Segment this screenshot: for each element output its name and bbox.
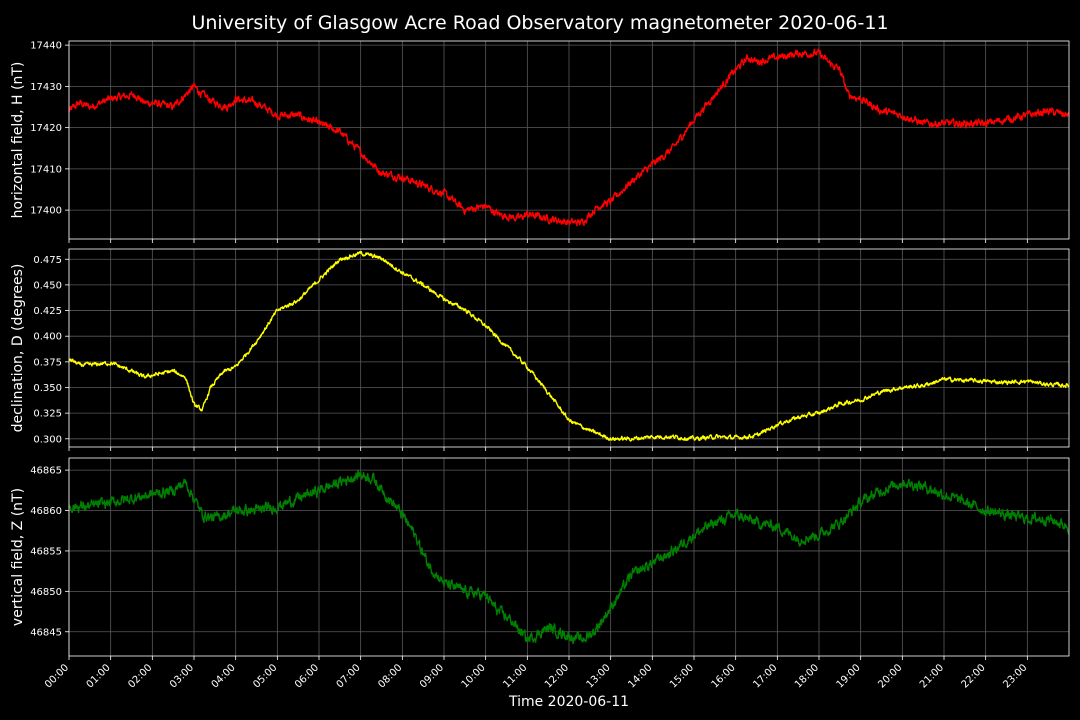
grid-panel-1 [68,41,1069,239]
y-tick-label: 17440 [30,41,62,52]
y-tick-label: 46845 [30,627,62,638]
series-line-panel-2 [69,250,1069,442]
y-tick-label: 0.450 [33,280,62,291]
panel-2: 0.300 0.325 0.350 0.375 0.400 0.425 0.450 0.475… [10,248,1070,451]
y-tick-label: 0.300 [33,434,62,445]
y-tick-label: 46865 [30,466,62,477]
y-tick-label: 0.475 [33,255,62,266]
series-line-panel-3 [69,469,1069,645]
y-axis-label-panel-2: declination, D (degrees) [10,264,26,433]
series-line-panel-1 [69,48,1069,227]
grid-panel-2 [68,249,1069,447]
y-tick-label: 17420 [30,123,62,134]
y-tick-label: 46855 [30,546,62,557]
y-axis-label-panel-1: horizontal field, H (nT) [10,62,26,219]
chart-title: University of Glasgow Acre Road Observat… [191,12,888,34]
y-tick-label: 46860 [30,506,62,517]
y-tick-label: 17410 [30,164,62,175]
y-tick-label: 0.350 [33,383,62,394]
y-tick-label: 0.400 [33,332,62,343]
panel-1: 17400 17410 17420 17430 17440 horizontal fiel… [10,40,1070,243]
x-axis-label: Time 2020-06-11 [508,694,629,710]
y-tick-label: 17400 [30,206,62,217]
y-tick-label: 0.325 [33,409,62,420]
y-tick-label: 0.375 [33,357,62,368]
y-tick-label: 46850 [30,587,62,598]
y-axis-label-panel-3: vertical field, Z (nT) [10,488,26,626]
y-tick-label: 17430 [30,82,62,93]
y-tick-label: 0.425 [33,306,62,317]
